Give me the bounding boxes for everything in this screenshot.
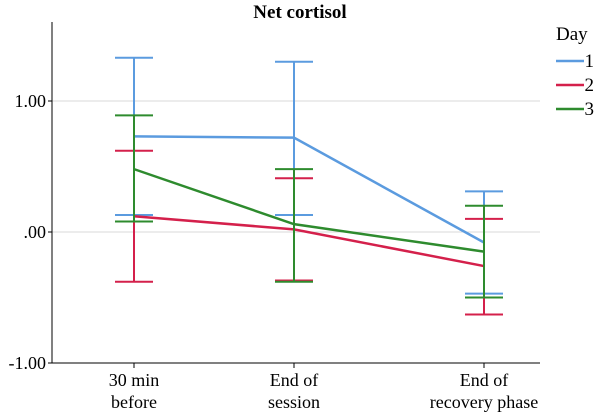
x-tick-label-1-line-0: End of bbox=[270, 370, 319, 390]
x-tick-label-1: End of session bbox=[268, 370, 320, 412]
series-3-errorbar-1 bbox=[275, 168, 313, 283]
chart-title: Net cortisol bbox=[253, 2, 346, 23]
x-tick-label-0-line-0: 30 min bbox=[109, 370, 160, 390]
x-tick-label-2-line-1: recovery phase bbox=[430, 392, 538, 412]
legend-label-2: 2 bbox=[585, 75, 595, 96]
y-tick-label-0: 1.00 bbox=[15, 91, 47, 111]
series-1-line bbox=[133, 135, 485, 244]
grid-layer bbox=[52, 100, 540, 233]
series-2 bbox=[115, 149, 503, 316]
x-tick-label-0: 30 min before bbox=[109, 370, 160, 412]
series-3-line bbox=[133, 167, 485, 253]
x-tick-label-2-line-0: End of bbox=[460, 370, 509, 390]
x-tick-label-0-line-1: before bbox=[111, 392, 157, 412]
legend-title: Day bbox=[556, 24, 588, 45]
x-tick-label-2: End of recovery phase bbox=[430, 370, 538, 412]
y-tick-label-1: .00 bbox=[24, 222, 47, 242]
series-layer bbox=[115, 56, 503, 316]
series-3-errorbar-0 bbox=[115, 114, 153, 223]
legend-label-1: 1 bbox=[585, 51, 595, 72]
legend: Day 1 2 3 bbox=[556, 24, 594, 120]
y-tick-label-2: -1.00 bbox=[9, 353, 47, 373]
series-3 bbox=[115, 114, 503, 299]
legend-label-3: 3 bbox=[585, 99, 595, 120]
series-2-line bbox=[133, 215, 485, 268]
x-tick-label-1-line-1: session bbox=[268, 392, 320, 412]
